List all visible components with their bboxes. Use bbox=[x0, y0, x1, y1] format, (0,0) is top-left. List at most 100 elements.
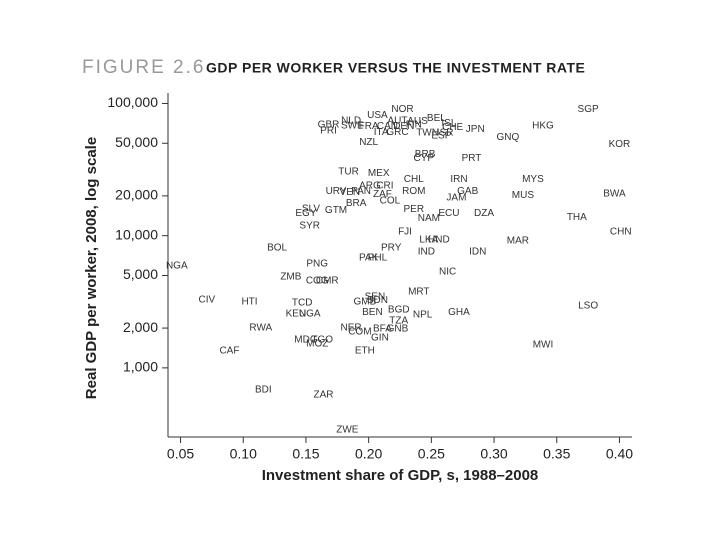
country-point: GIN bbox=[371, 332, 389, 343]
country-point: TZA bbox=[389, 315, 408, 326]
country-point: USA bbox=[367, 110, 388, 121]
y-tick-label: 5,000 bbox=[123, 266, 158, 282]
country-point: PHL bbox=[368, 252, 388, 263]
country-point: CHN bbox=[610, 226, 632, 237]
country-point: ISL bbox=[441, 118, 456, 129]
country-point: ZAF bbox=[373, 189, 392, 200]
country-point: GNQ bbox=[496, 132, 519, 143]
country-point: SYR bbox=[299, 220, 320, 231]
x-axis-label: Investment share of GDP, s, 1988–2008 bbox=[262, 467, 539, 484]
country-point: HTI bbox=[241, 296, 257, 307]
country-point: NGA bbox=[166, 260, 188, 271]
country-point: MWI bbox=[533, 340, 554, 351]
country-point: PRI bbox=[320, 126, 337, 137]
country-point: PRY bbox=[381, 242, 402, 253]
country-point: PRT bbox=[462, 153, 482, 164]
country-point: RWA bbox=[249, 322, 272, 333]
country-point: NZL bbox=[359, 137, 378, 148]
country-point: COM bbox=[348, 327, 371, 338]
country-point: MYS bbox=[522, 174, 544, 185]
country-point: NAM bbox=[418, 213, 440, 224]
country-point: GTM bbox=[325, 205, 347, 216]
country-point: GRC bbox=[386, 127, 408, 138]
country-point: BOL bbox=[267, 242, 287, 253]
country-point: TGO bbox=[311, 334, 333, 345]
country-point: IDN bbox=[469, 246, 486, 257]
country-point: VEN bbox=[340, 187, 361, 198]
y-tick-label: 10,000 bbox=[115, 226, 158, 242]
country-point: ESP bbox=[431, 130, 451, 141]
country-point: ZAR bbox=[314, 390, 334, 401]
country-point: CAN bbox=[377, 121, 398, 132]
x-tick-label: 0.10 bbox=[230, 446, 257, 462]
country-point: ITA bbox=[374, 127, 389, 138]
y-tick-label: 20,000 bbox=[115, 187, 158, 203]
figure-label: FIGURE 2.6 bbox=[82, 57, 205, 78]
country-point: BEL bbox=[427, 113, 446, 124]
y-tick-label: 1,000 bbox=[123, 359, 158, 375]
country-point: BDI bbox=[255, 385, 272, 396]
country-point: TUR bbox=[338, 166, 359, 177]
country-point: BEN bbox=[362, 307, 383, 318]
country-point: ZMB bbox=[280, 271, 301, 282]
country-point: SDN bbox=[367, 295, 388, 306]
country-point: MRT bbox=[408, 286, 429, 297]
country-point: KEN bbox=[286, 309, 307, 320]
country-point: MUS bbox=[512, 190, 535, 201]
country-point: FRA bbox=[359, 121, 379, 132]
x-tick-label: 0.05 bbox=[167, 446, 194, 462]
country-point: BRB bbox=[415, 149, 436, 160]
country-point: CYP bbox=[414, 153, 435, 164]
country-point: CRI bbox=[376, 180, 393, 191]
country-point: AUT bbox=[387, 115, 407, 126]
country-point: TCD bbox=[292, 297, 313, 308]
country-point: MAR bbox=[507, 235, 529, 246]
country-point: GBR bbox=[318, 119, 340, 130]
x-tick-label: 0.15 bbox=[292, 446, 319, 462]
country-point: CAF bbox=[219, 345, 239, 356]
country-point: CIV bbox=[199, 294, 216, 305]
country-point: IND bbox=[418, 246, 435, 257]
country-point: ISR bbox=[437, 127, 454, 138]
country-point: UGA bbox=[299, 309, 321, 320]
country-point: BFA bbox=[373, 324, 392, 335]
country-point: BGD bbox=[388, 304, 410, 315]
country-point: SWE bbox=[341, 120, 364, 131]
x-tick-label: 0.35 bbox=[543, 446, 570, 462]
country-point: HND bbox=[428, 234, 450, 245]
country-point: BWA bbox=[603, 188, 626, 199]
country-point: DEN bbox=[393, 121, 414, 132]
country-point: LSO bbox=[578, 300, 598, 311]
country-point: GAB bbox=[457, 186, 478, 197]
country-point: JPN bbox=[466, 124, 485, 135]
country-point: NOR bbox=[391, 104, 413, 115]
country-point: ARG bbox=[359, 180, 381, 191]
country-point: GNB bbox=[387, 324, 409, 335]
country-point: AUS bbox=[407, 116, 428, 127]
country-point: SLV bbox=[302, 203, 320, 214]
country-point: COG bbox=[306, 275, 329, 286]
country-point: DZA bbox=[474, 208, 494, 219]
country-point: ETH bbox=[355, 345, 375, 356]
country-point: KOR bbox=[609, 139, 631, 150]
x-tick-label: 0.25 bbox=[418, 446, 445, 462]
country-point: CMR bbox=[316, 275, 339, 286]
y-tick-label: 100,000 bbox=[107, 94, 158, 110]
country-point: PAK bbox=[359, 252, 379, 263]
y-tick-label: 50,000 bbox=[115, 134, 158, 150]
country-point: HKG bbox=[532, 120, 554, 131]
country-point: IRN bbox=[450, 174, 467, 185]
country-point: PNG bbox=[306, 258, 328, 269]
country-point: ZWE bbox=[336, 425, 359, 436]
country-point: FIN bbox=[406, 119, 422, 130]
country-point: COL bbox=[380, 195, 401, 206]
country-point: MEX bbox=[368, 168, 390, 179]
country-point: BRA bbox=[346, 198, 367, 209]
country-point: NLD bbox=[341, 115, 361, 126]
country-point: URY bbox=[326, 186, 347, 197]
country-point: NIC bbox=[439, 266, 456, 277]
country-point: CHL bbox=[404, 174, 424, 185]
country-point: PER bbox=[404, 204, 425, 215]
country-point: MDG bbox=[294, 334, 318, 345]
